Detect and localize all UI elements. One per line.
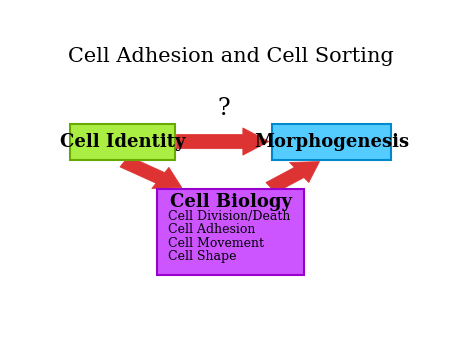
FancyBboxPatch shape bbox=[273, 124, 391, 160]
FancyBboxPatch shape bbox=[70, 124, 175, 160]
Polygon shape bbox=[176, 128, 269, 155]
Text: Cell Movement: Cell Movement bbox=[168, 237, 264, 250]
Text: Cell Adhesion: Cell Adhesion bbox=[168, 223, 255, 236]
FancyBboxPatch shape bbox=[158, 189, 304, 275]
Text: Cell Shape: Cell Shape bbox=[168, 250, 236, 263]
Polygon shape bbox=[120, 156, 182, 189]
Text: Cell Adhesion and Cell Sorting: Cell Adhesion and Cell Sorting bbox=[68, 47, 393, 66]
Text: Cell Division/Death: Cell Division/Death bbox=[168, 210, 290, 223]
Polygon shape bbox=[266, 162, 320, 193]
Text: ?: ? bbox=[217, 97, 230, 120]
Text: Cell Biology: Cell Biology bbox=[170, 193, 292, 212]
Text: Morphogenesis: Morphogenesis bbox=[254, 133, 410, 151]
Text: Cell Identity: Cell Identity bbox=[60, 133, 185, 151]
